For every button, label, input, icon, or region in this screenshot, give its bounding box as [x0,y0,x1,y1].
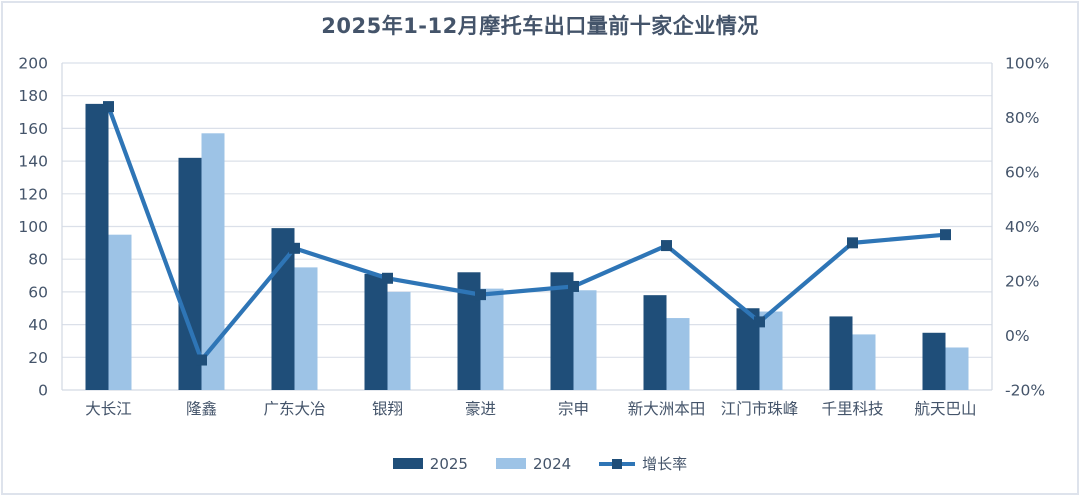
legend-item-2025: 2025 [392,454,468,473]
category-label: 大长江 [85,400,132,418]
category-label: 豪进 [465,399,496,418]
left-axis-tick-label: 140 [18,153,48,171]
legend-swatch-2025 [392,458,423,469]
left-axis-tick-label: 180 [18,87,48,105]
category-label: 江门市珠峰 [721,400,799,418]
bar-2024 [201,133,225,390]
category-label: 千里科技 [821,400,883,418]
left-axis-tick-label: 120 [18,185,48,203]
growth-marker [382,272,393,284]
growth-marker [661,240,672,252]
growth-marker [940,229,951,241]
category-label: 宗申 [558,400,589,418]
legend-item-growth: 增长率 [599,453,687,474]
bar-2024 [480,288,504,390]
growth-marker [847,237,858,249]
growth-line [106,104,948,363]
left-axis-tick-label: 0 [38,382,48,400]
bar-2025 [178,157,202,390]
bar-2024 [294,267,318,390]
growth-marker [196,354,207,366]
bar-2024 [387,291,411,390]
bar-2025 [85,103,109,390]
growth-marker [289,242,300,254]
legend-swatch-2024 [495,458,526,469]
legend-square-marker-icon [612,458,623,469]
legend-label-growth: 增长率 [642,455,688,473]
growth-marker [103,101,114,113]
bar-2024 [852,334,876,390]
left-axis-tick-label: 200 [18,55,48,73]
category-label: 隆鑫 [186,400,217,418]
left-axis-tick-label: 60 [28,283,48,301]
legend-label-2024: 2024 [532,454,572,473]
bar-2024 [108,234,132,390]
right-axis-tick-label: -20% [1005,382,1045,400]
left-axis-tick-label: 40 [28,316,48,334]
left-axis-tick-label: 100 [18,218,48,236]
bar-2025 [364,273,388,390]
left-axis-tick-label: 20 [28,349,48,367]
bar-2024 [759,311,783,390]
bar-2025 [736,308,760,390]
bar-2024 [573,290,597,390]
category-label: 航天巴山 [914,400,976,418]
right-axis-tick-label: 80% [1005,109,1039,127]
category-label: 新大洲本田 [628,400,706,418]
right-axis-tick-label: 0% [1005,327,1030,345]
category-label: 银翔 [372,400,403,418]
right-axis-tick-label: 40% [1005,218,1039,236]
bar-2024 [666,318,690,390]
legend: 2025 2024 增长率 [0,453,1080,474]
growth-marker [568,280,579,292]
bar-2025 [457,272,481,390]
category-label: 广东大冶 [263,400,325,418]
legend-item-2024: 2024 [495,454,572,473]
left-axis-tick-label: 160 [18,120,48,138]
bar-2024 [945,347,969,390]
growth-marker [475,289,486,301]
bar-2025 [643,295,667,390]
chart-title: 2025年1-12月摩托车出口量前十家企业情况 [321,14,759,38]
bar-2025 [829,316,853,390]
left-axis-tick-label: 80 [28,251,48,269]
right-axis-tick-label: 60% [1005,164,1039,182]
bar-2025 [922,332,946,390]
right-axis-tick-label: 100% [1005,55,1049,73]
legend-label-2025: 2025 [429,454,468,473]
bar-2025 [550,272,574,390]
legend-line-marker-icon [599,458,636,469]
right-axis-tick-label: 20% [1005,273,1039,291]
growth-marker [754,316,765,328]
